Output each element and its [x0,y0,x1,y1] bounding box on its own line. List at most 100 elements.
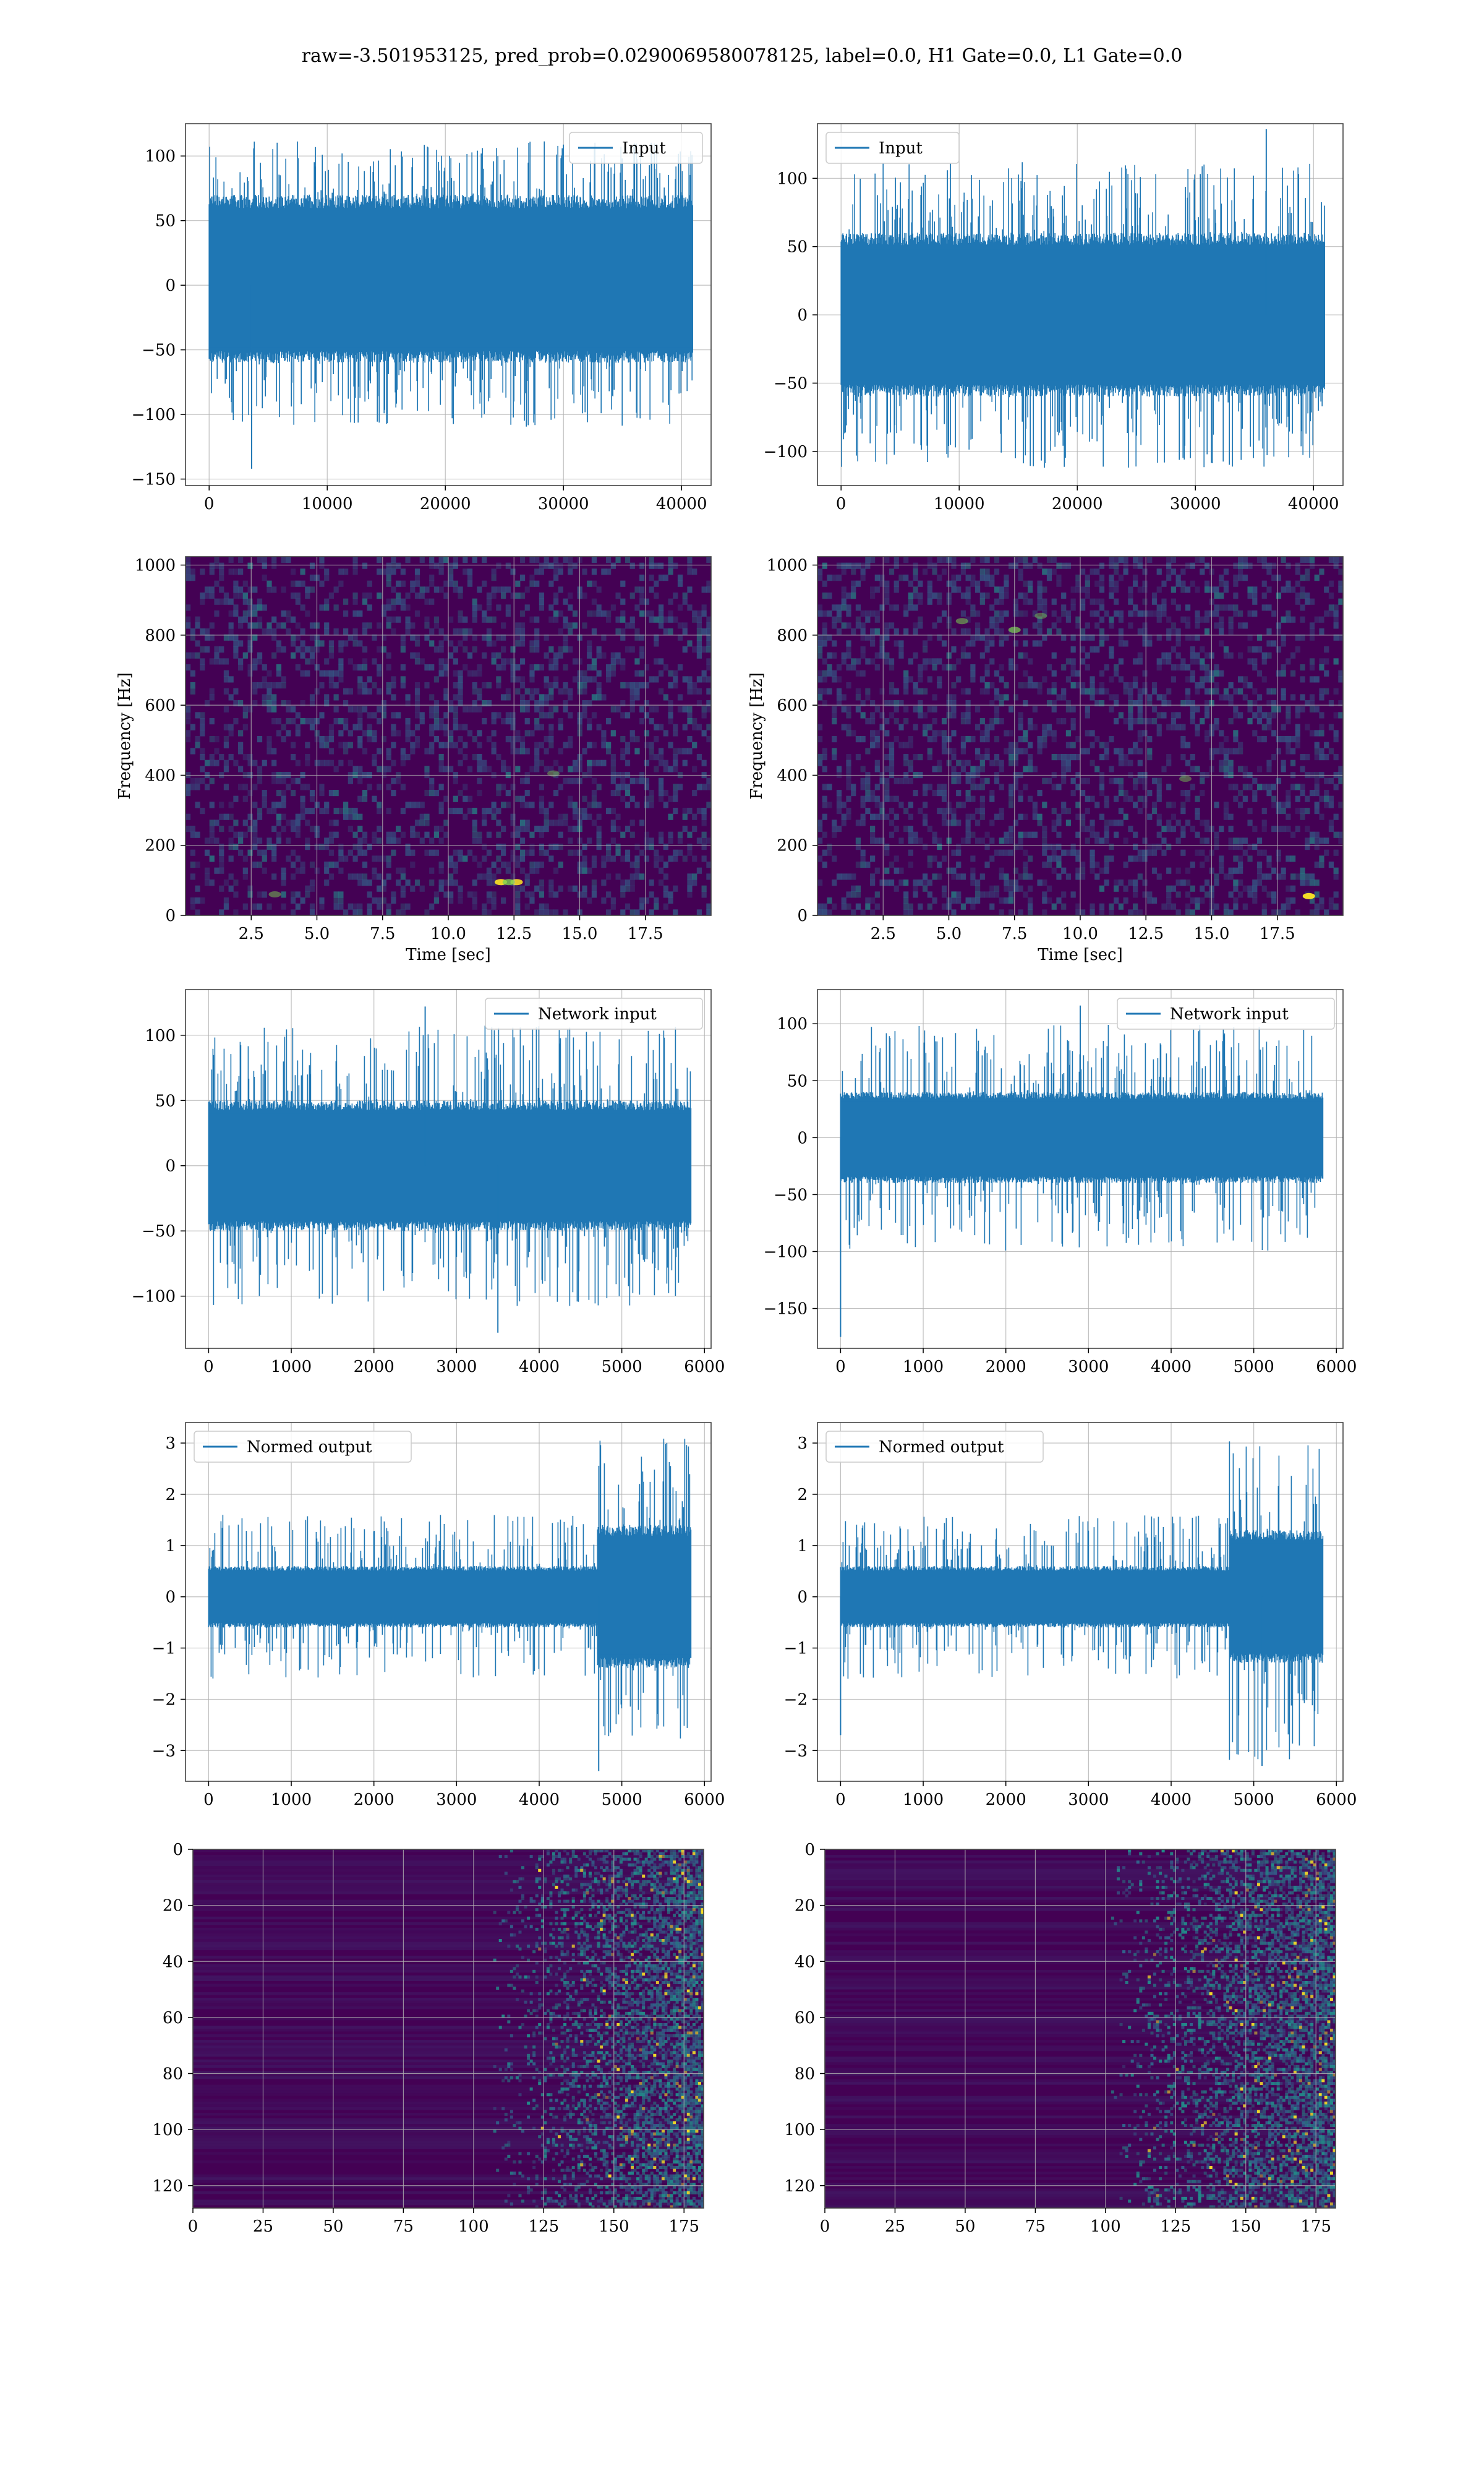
heatmap-cell [233,646,239,653]
heatmap-cell [615,784,621,790]
heatmap-cell [1333,634,1339,641]
heatmap-cell [1185,880,1191,886]
heatmap-cell [1147,718,1153,725]
heatmap-cell [634,688,640,695]
heatmap-cell [692,1863,696,1867]
heatmap-cell [486,897,492,904]
heatmap-cell [686,1868,690,1872]
heatmap-cell [534,724,540,730]
heatmap-cell [588,1852,592,1856]
heatmap-cell [625,790,631,797]
axes-frame [185,989,712,1349]
heatmap-cell [1114,664,1119,671]
heatmap-cell [381,712,387,719]
heatmap-cell [588,1857,592,1861]
heatmap-cell [1166,784,1172,790]
heatmap-cell [893,706,899,713]
heatmap-cell [458,682,463,689]
heatmap-cell [271,652,277,659]
heatmap-cell [979,598,985,605]
heatmap-cell [1281,909,1286,915]
heatmap-cell [706,837,711,844]
heatmap-cell [510,1849,513,1853]
heatmap-cell [463,568,468,575]
heatmap-cell [233,586,239,593]
heatmap-cell [482,557,487,563]
heatmap-cell [1094,568,1100,575]
heatmap-cell [529,1855,533,1859]
heatmap-cell [984,844,990,850]
heatmap-cell [913,586,918,593]
heatmap-cell [1046,664,1052,671]
heatmap-cell [1075,736,1081,743]
heatmap-cell [1242,562,1248,569]
heatmap-cell [668,628,673,635]
heatmap-cell [396,616,401,623]
heatmap-cell [352,640,358,647]
heatmap-cell [429,706,435,713]
heatmap-cell [1018,593,1023,599]
heatmap-cell [1094,862,1100,868]
heatmap-cell [1171,586,1177,593]
heatmap-cell [1075,580,1081,587]
heatmap-cell [1309,676,1315,683]
heatmap-cell [663,730,668,737]
heatmap-cell [190,873,195,880]
heatmap-cell [893,688,899,695]
heatmap-cell [677,634,683,641]
heatmap-cell [1070,777,1076,784]
heatmap-cell [521,1866,525,1870]
heatmap-cell [242,903,248,910]
heatmap-cell [386,604,391,611]
heatmap-cell [956,820,962,826]
heatmap-cell [663,766,668,773]
heatmap-cell [1180,700,1186,707]
heatmap-cell [343,640,349,647]
heatmap-cell [1233,712,1239,719]
heatmap-cell [1109,580,1114,587]
heatmap-cell [681,1872,684,1875]
heatmap-cell [634,873,640,880]
heatmap-cell [338,646,344,653]
heatmap-cell [1223,873,1229,880]
heatmap-cell [1242,784,1248,790]
heatmap-cell [1080,598,1086,605]
heatmap-cell [606,670,612,677]
y-tick-label: 50 [155,212,176,231]
heatmap-cell [1042,724,1047,730]
heatmap-cell [706,676,711,683]
heatmap-cell [884,813,890,820]
heatmap-cell [377,706,382,713]
heatmap-cell [927,855,932,862]
heatmap-cell [539,712,545,719]
heatmap-cell [534,885,540,892]
heatmap-cell [951,909,957,915]
heatmap-cell [1319,688,1324,695]
heatmap-cell [396,580,401,587]
heatmap-cell [1090,688,1095,695]
heatmap-cell [1295,795,1300,802]
heatmap-cell [918,598,923,605]
heatmap-cell [252,604,258,611]
heatmap-cell [1271,706,1277,713]
heatmap-cell [252,700,258,707]
heatmap-cell [1190,670,1195,677]
heatmap-cell [659,1852,662,1856]
heatmap-cell [706,909,711,915]
heatmap-cell [687,880,693,886]
heatmap-cell [1195,652,1200,659]
heatmap-cell [659,831,664,838]
heatmap-cell [1223,813,1229,820]
heatmap-cell [238,640,244,647]
heatmap-cell [625,742,631,748]
heatmap-cell [1118,903,1124,910]
heatmap-cell [606,891,612,898]
heatmap-cell [472,682,477,689]
heatmap-cell [381,885,387,892]
heatmap-cell [1338,837,1343,844]
heatmap-cell [1161,610,1167,617]
heatmap-cell [1214,831,1219,838]
heatmap-cell [419,658,425,665]
y-tick-label: 100 [777,1015,808,1034]
